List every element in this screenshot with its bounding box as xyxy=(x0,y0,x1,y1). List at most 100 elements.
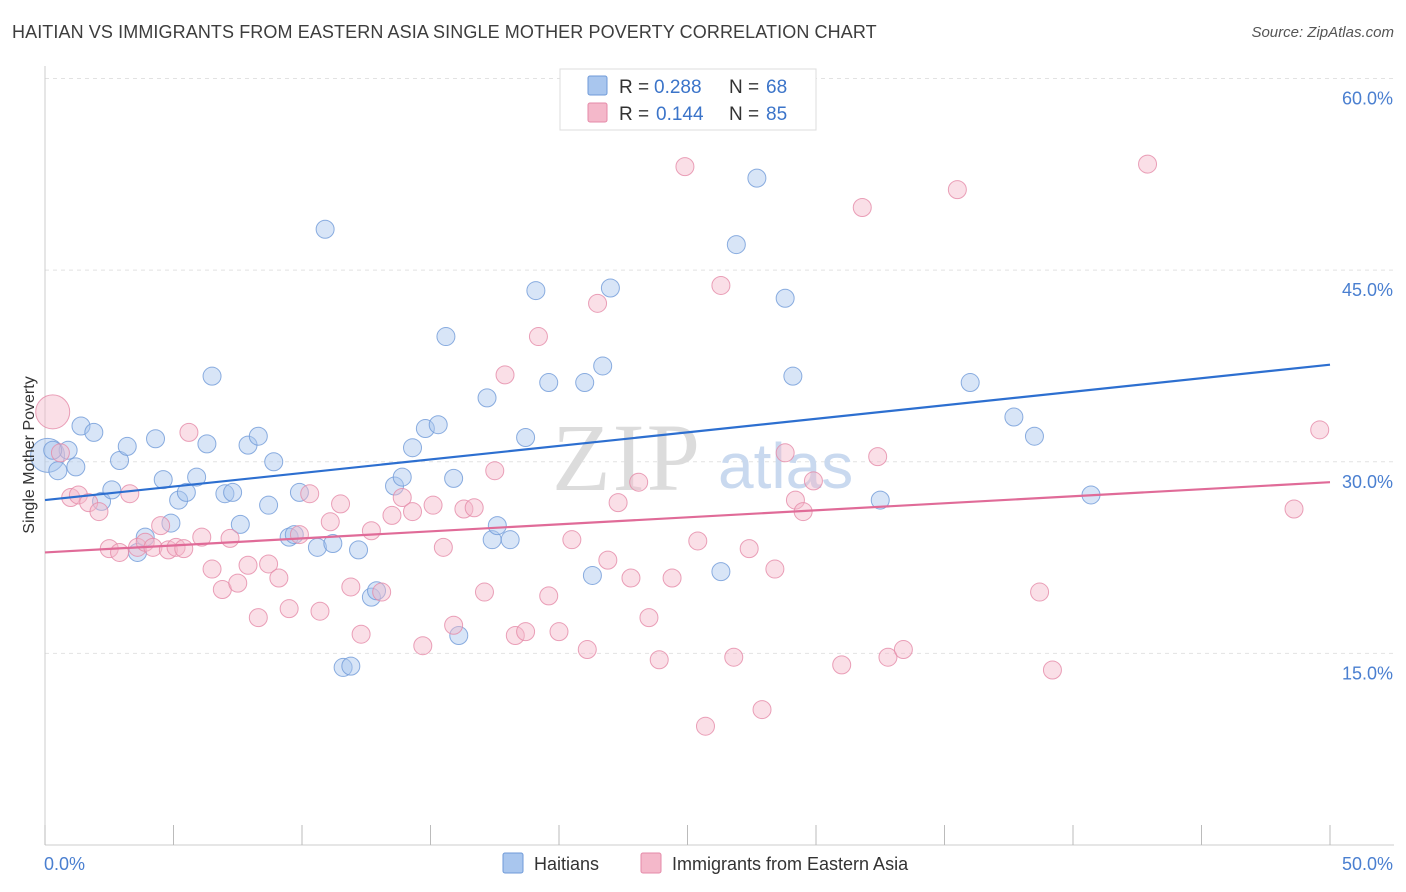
point-series-0-5 xyxy=(84,422,104,442)
point-series-0-9 xyxy=(117,436,137,456)
legend-r-value-1: 0.288 xyxy=(654,77,702,98)
point-series-1-78 xyxy=(878,647,898,667)
bottom-legend: Haitians Immigrants from Eastern Asia xyxy=(502,852,909,874)
point-series-0-58 xyxy=(726,235,746,255)
point-series-1-17 xyxy=(192,527,212,547)
point-series-1-84 xyxy=(1310,420,1330,440)
point-series-1-16 xyxy=(179,422,199,442)
point-series-1-12 xyxy=(151,516,171,536)
point-series-1-28 xyxy=(300,484,320,504)
x-tick-label-0: 0.0% xyxy=(44,854,85,874)
point-series-0-63 xyxy=(960,373,980,393)
point-series-0-60 xyxy=(775,288,795,308)
point-series-0-54 xyxy=(582,565,602,585)
point-series-0-52 xyxy=(539,373,559,393)
point-series-0-44 xyxy=(444,468,464,488)
point-series-1-58 xyxy=(621,568,641,588)
point-series-1-56 xyxy=(598,550,618,570)
point-series-1-85 xyxy=(1284,499,1304,519)
point-series-1-34 xyxy=(361,521,381,541)
point-series-0-34 xyxy=(341,656,361,676)
watermark-zip: ZIP xyxy=(552,404,702,511)
point-series-1-40 xyxy=(423,495,443,515)
point-series-1-54 xyxy=(577,640,597,660)
point-series-1-35 xyxy=(372,582,392,602)
point-series-0-7 xyxy=(102,480,122,500)
point-series-0-39 xyxy=(392,467,412,487)
source-label: Source: ZipAtlas.com xyxy=(1251,24,1394,41)
point-series-1-42 xyxy=(444,615,464,635)
point-series-1-0 xyxy=(35,394,71,430)
point-series-1-77 xyxy=(868,447,888,467)
legend: R = 0.288 N = 68 R = 0.144 N = 85 xyxy=(559,68,817,131)
point-series-1-37 xyxy=(392,488,412,508)
point-series-1-43 xyxy=(454,499,474,519)
point-series-1-68 xyxy=(739,539,759,559)
point-series-1-45 xyxy=(474,582,494,602)
point-series-1-22 xyxy=(238,555,258,575)
point-series-1-31 xyxy=(331,494,351,514)
point-series-1-65 xyxy=(695,716,715,736)
point-series-1-66 xyxy=(711,275,731,295)
point-series-1-32 xyxy=(341,577,361,597)
point-series-1-79 xyxy=(893,640,913,660)
point-series-1-24 xyxy=(259,554,279,574)
point-series-0-35 xyxy=(349,540,369,560)
point-series-0-24 xyxy=(248,426,268,446)
point-series-0-15 xyxy=(169,490,189,510)
y-axis-label: Single Mother Poverty xyxy=(21,376,38,533)
trend-line-1 xyxy=(44,481,1331,554)
point-series-1-62 xyxy=(662,568,682,588)
point-series-0-20 xyxy=(215,484,235,504)
bottom-legend-label-eastern-asia: Immigrants from Eastern Asia xyxy=(672,854,909,874)
point-series-1-53 xyxy=(562,530,582,550)
point-series-1-8 xyxy=(120,484,140,504)
watermark: ZIP atlas xyxy=(552,404,853,511)
point-series-1-55 xyxy=(588,293,608,313)
point-series-1-50 xyxy=(528,327,548,347)
point-series-0-32 xyxy=(323,534,343,554)
point-series-1-60 xyxy=(639,608,659,628)
point-series-1-82 xyxy=(1042,660,1062,680)
point-series-1-76 xyxy=(852,198,872,218)
point-series-0-51 xyxy=(526,281,546,301)
y-tick-label-2: 30.0% xyxy=(1342,472,1393,492)
point-series-1-83 xyxy=(1138,154,1158,174)
y-tick-label-1: 45.0% xyxy=(1342,280,1393,300)
point-series-1-14 xyxy=(166,537,186,557)
point-series-0-61 xyxy=(783,366,803,386)
point-series-0-22 xyxy=(230,514,250,534)
point-series-1-67 xyxy=(724,647,744,667)
legend-n-label-2: N = xyxy=(729,104,759,125)
point-series-1-5 xyxy=(89,502,109,522)
point-series-0-0 xyxy=(30,437,66,473)
point-series-0-31 xyxy=(315,219,335,239)
bottom-legend-label-haitians: Haitians xyxy=(534,854,599,874)
point-series-0-55 xyxy=(593,356,613,376)
point-series-0-2 xyxy=(58,440,78,460)
point-series-1-41 xyxy=(433,537,453,557)
point-series-1-44 xyxy=(464,498,484,518)
series-layer xyxy=(30,154,1330,736)
point-series-1-25 xyxy=(269,568,289,588)
point-series-1-20 xyxy=(220,528,240,548)
point-series-1-21 xyxy=(228,573,248,593)
y-tick-labels: 60.0% 45.0% 30.0% 15.0% xyxy=(1342,89,1393,684)
legend-n-value-1: 68 xyxy=(766,77,787,98)
point-series-1-74 xyxy=(803,471,823,491)
point-series-0-56 xyxy=(600,278,620,298)
point-series-0-3 xyxy=(66,457,86,477)
point-series-1-69 xyxy=(752,700,772,720)
point-series-1-71 xyxy=(775,443,795,463)
point-series-0-53 xyxy=(575,373,595,393)
point-series-0-25 xyxy=(259,495,279,515)
bottom-legend-swatch-haitians xyxy=(502,852,524,874)
point-series-1-57 xyxy=(608,493,628,513)
point-series-1-70 xyxy=(765,559,785,579)
watermark-atlas: atlas xyxy=(718,430,853,502)
legend-swatch-haitians xyxy=(587,75,608,96)
point-series-1-15 xyxy=(174,539,194,559)
point-series-1-49 xyxy=(516,622,536,642)
x-tick-labels: 0.0% 50.0% xyxy=(44,854,1393,874)
